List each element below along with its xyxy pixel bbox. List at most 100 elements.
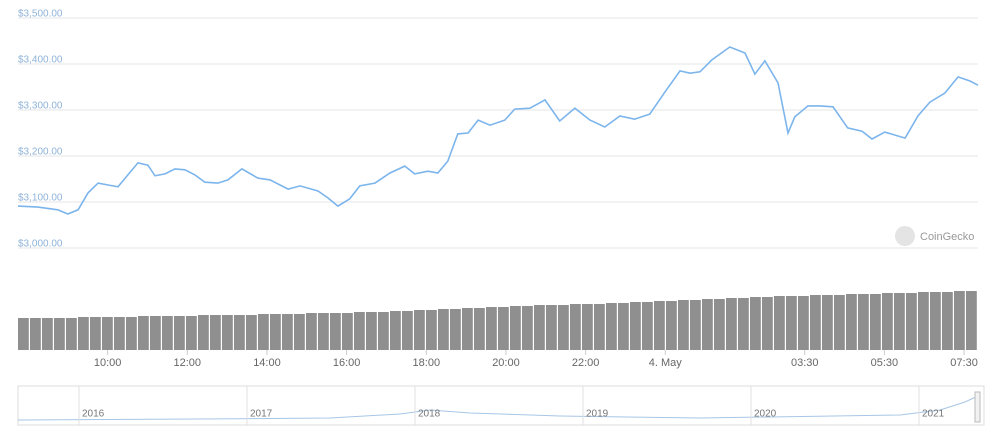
volume-bar (450, 309, 461, 350)
volume-bar (858, 294, 869, 350)
volume-bar (438, 309, 449, 350)
volume-bar (78, 317, 89, 350)
y-tick-label: $3,000.00 (18, 239, 63, 250)
volume-bar (246, 315, 257, 350)
volume-bar (894, 293, 905, 350)
volume-bar (270, 314, 281, 350)
volume-bar (162, 316, 173, 350)
volume-bar (558, 305, 569, 350)
volume-bar (678, 300, 689, 350)
volume-bar (846, 294, 857, 350)
volume-bar (810, 295, 821, 350)
volume-bar (594, 304, 605, 350)
navigator-line (17, 395, 979, 421)
volume-bar (714, 299, 725, 350)
volume-bar (498, 307, 509, 350)
volume-bar (570, 304, 581, 350)
navigator-label: 2017 (250, 409, 273, 420)
volume-bar (378, 312, 389, 350)
volume-bar (798, 296, 809, 350)
watermark: CoinGecko (895, 226, 974, 246)
volume-bar (726, 298, 737, 350)
volume-bar (222, 315, 233, 350)
x-tick-label: 07:30 (950, 357, 978, 369)
volume-bar (738, 298, 749, 350)
volume-bar (90, 317, 101, 350)
volume-bar (870, 294, 881, 350)
volume-bar (906, 293, 917, 350)
volume-bar (306, 313, 317, 350)
volume-bar (186, 316, 197, 350)
volume-bar (234, 315, 245, 350)
volume-bar (174, 316, 185, 350)
volume-bar (66, 318, 77, 350)
x-tick-label: 14:00 (253, 357, 281, 369)
volume-bar (690, 300, 701, 350)
volume-bar (546, 305, 557, 350)
volume-bar (822, 295, 833, 350)
watermark-text: CoinGecko (920, 231, 974, 243)
volume-bar (318, 313, 329, 350)
volume-bar (966, 291, 977, 350)
y-tick-label: $3,100.00 (18, 193, 63, 204)
logo (895, 226, 915, 246)
volume-bar (630, 302, 641, 350)
volume-bar (774, 296, 785, 350)
volume-bar (126, 317, 137, 350)
navigator-handle (974, 391, 981, 423)
volume-bar (510, 306, 521, 350)
volume-bar (330, 313, 341, 350)
volume-bar (390, 311, 401, 350)
volume-bar (210, 315, 221, 350)
volume-bar (606, 303, 617, 350)
volume-bar (534, 305, 545, 350)
volume-bar (654, 301, 665, 350)
volume-bar (702, 299, 713, 350)
navigator-label: 2020 (754, 409, 777, 420)
navigator-label: 2021 (922, 409, 945, 420)
volume-bar (354, 312, 365, 350)
volume-bar (618, 303, 629, 350)
navigator (17, 385, 985, 426)
navigator-label: 2019 (586, 409, 609, 420)
navigator-label: 2018 (418, 409, 441, 420)
volume-bar (918, 292, 929, 350)
volume-bar (474, 308, 485, 350)
volume-bar (18, 318, 29, 350)
volume-bar (486, 307, 497, 350)
volume-bar (522, 306, 533, 350)
volume-bar (930, 292, 941, 350)
x-tick-label: 03:30 (791, 357, 819, 369)
volume-bar (42, 318, 53, 350)
volume-bar (942, 292, 953, 350)
volume-bar (402, 311, 413, 350)
y-tick-label: $3,400.00 (18, 55, 63, 66)
x-tick-label: 05:30 (871, 357, 899, 369)
y-tick-label: $3,200.00 (18, 147, 63, 158)
volume-bar (102, 317, 113, 350)
volume-bar (30, 318, 41, 350)
volume-bar (150, 316, 161, 350)
volume-bar (426, 310, 437, 350)
volume-bar (342, 313, 353, 350)
volume-bar (462, 308, 473, 350)
volume-bar (366, 312, 377, 350)
y-tick-label: $3,500.00 (18, 9, 63, 20)
volume-bar (762, 297, 773, 350)
volume-bar (834, 295, 845, 350)
price-line (17, 46, 979, 215)
x-tick-label: 4. May (649, 357, 683, 369)
x-tick-label: 22:00 (572, 357, 600, 369)
x-tick-label: 20:00 (492, 357, 520, 369)
y-tick-label: $3,300.00 (18, 101, 63, 112)
volume-bar (198, 315, 209, 350)
volume-bar (114, 317, 125, 350)
x-tick-label: 18:00 (413, 357, 441, 369)
volume-bar (882, 293, 893, 350)
volume-bar (258, 314, 269, 350)
volume-bar (954, 291, 965, 350)
navigator-label: 2016 (82, 409, 105, 420)
volume-bar (282, 314, 293, 350)
x-tick-label: 16:00 (333, 357, 361, 369)
